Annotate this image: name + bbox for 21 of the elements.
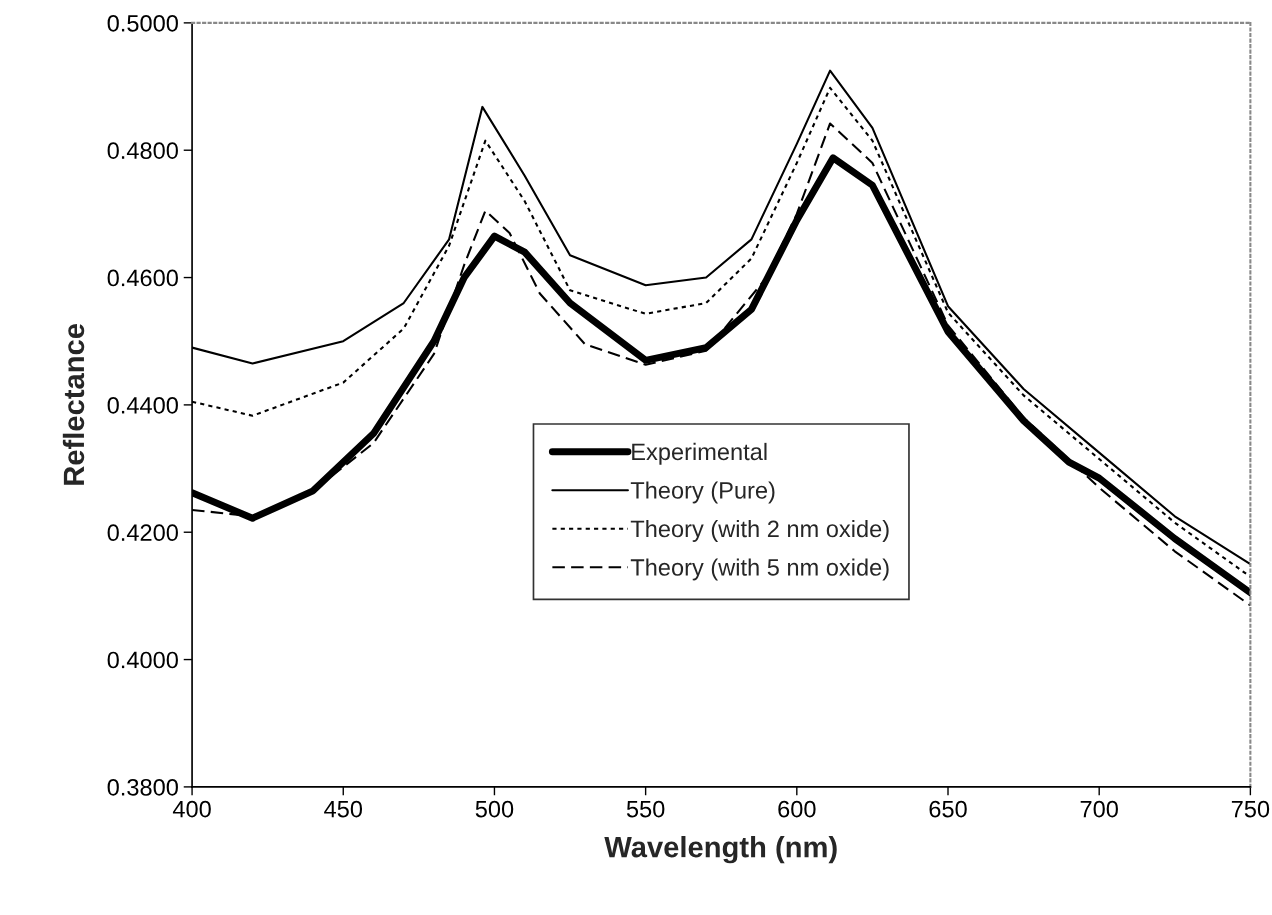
- legend-label: Theory (Pure): [630, 481, 775, 504]
- y-tick-label: 0.4200: [107, 524, 178, 542]
- y-axis-title: Reflectance: [62, 324, 85, 485]
- x-tick-label: 550: [626, 800, 665, 818]
- x-axis-title: Wavelength (nm): [604, 835, 837, 864]
- legend-label: Experimental: [632, 442, 767, 465]
- x-tick-label: 450: [324, 800, 363, 818]
- y-tick-label: 0.5000: [107, 14, 178, 32]
- x-tick-label: 700: [1080, 800, 1118, 818]
- y-tick-label: 0.3800: [107, 778, 178, 796]
- y-tick-label: 0.4400: [107, 396, 178, 414]
- legend-label: Theory (with 5 nm oxide): [630, 558, 889, 581]
- legend-label: Theory (with 2 nm oxide): [630, 519, 889, 542]
- y-tick-label: 0.4800: [107, 142, 178, 159]
- x-tick-label: 650: [929, 800, 967, 818]
- x-tick-label: 500: [475, 800, 514, 818]
- y-tick-label: 0.4600: [107, 269, 178, 287]
- y-tick-label: 0.4000: [107, 651, 178, 669]
- x-tick-label: 750: [1231, 800, 1270, 818]
- x-tick-label: 600: [778, 800, 816, 818]
- x-tick-label: 400: [172, 800, 211, 818]
